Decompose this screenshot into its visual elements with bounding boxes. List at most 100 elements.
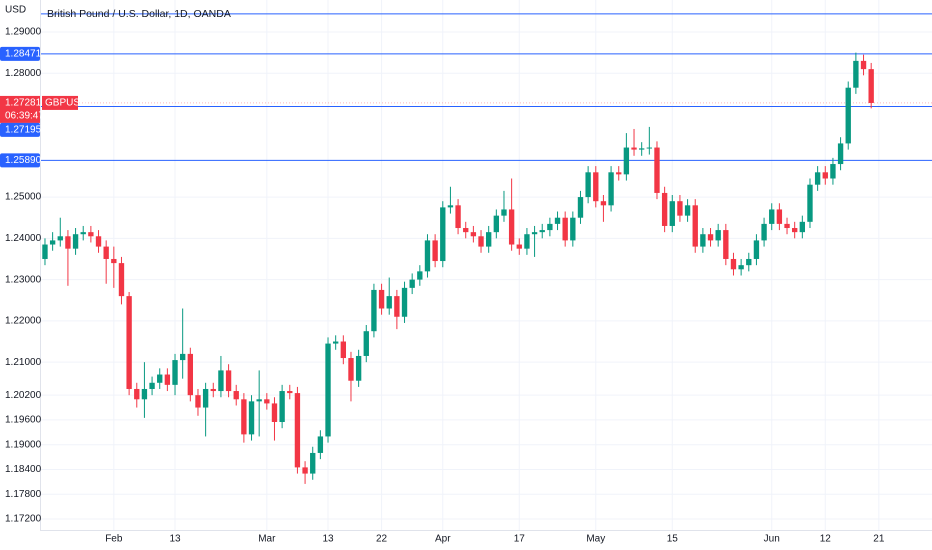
- level-box: [0, 122, 40, 137]
- candle-body: [761, 223, 767, 241]
- x-tick-label: May: [586, 534, 605, 545]
- candle-body: [814, 172, 821, 185]
- candle-body: [784, 223, 790, 229]
- countdown: 06:39:47: [5, 111, 44, 122]
- candle-body: [539, 230, 545, 233]
- x-tick-label: 12: [820, 534, 832, 545]
- level-label: 1.27195: [5, 125, 42, 136]
- candle-body: [134, 388, 140, 400]
- candle-body: [417, 271, 423, 280]
- candle-body: [225, 370, 232, 392]
- labels: 1.29000 1.28000 1.25000 1.24000 1.23000 1.220…: [0, 27, 885, 545]
- candle-body: [792, 228, 798, 233]
- level-label: 1.28471: [5, 48, 42, 59]
- candle-body: [463, 228, 469, 233]
- candle-body: [845, 87, 851, 144]
- candle-body: [593, 172, 599, 202]
- candle-body: [639, 148, 645, 150]
- candle-body: [822, 172, 828, 179]
- candle-body: [700, 234, 706, 247]
- y-tick-label: 1.24000: [5, 233, 42, 244]
- candle-body: [325, 343, 331, 437]
- candle-body: [348, 358, 354, 381]
- candle-body: [769, 209, 775, 224]
- x-tick-label: 13: [322, 534, 334, 545]
- y-tick-label: 1.25000: [5, 192, 42, 203]
- level-label: 1.25890: [5, 155, 42, 166]
- y-tick-label: 1.17200: [5, 514, 42, 525]
- candle-body: [202, 388, 209, 408]
- x-tick-label: Mar: [258, 534, 276, 545]
- y-tick-label: 1.22000: [5, 316, 42, 327]
- candle-body: [486, 232, 492, 247]
- candle-body: [394, 296, 400, 317]
- candle-body: [623, 147, 630, 175]
- candle-body: [746, 258, 752, 266]
- candle-body: [562, 217, 568, 241]
- candle-body: [508, 209, 515, 245]
- candle-body: [455, 205, 461, 229]
- candle-body: [424, 240, 431, 272]
- candle-body: [677, 201, 683, 216]
- candle-body: [271, 403, 278, 422]
- candle-body: [776, 209, 783, 224]
- candle-body: [600, 201, 607, 206]
- candle-body: [317, 436, 324, 453]
- candle-body: [118, 263, 125, 297]
- candle-body: [608, 172, 614, 206]
- candle-body: [264, 399, 270, 404]
- candle-body: [554, 217, 561, 224]
- level-box: [0, 153, 40, 168]
- candle-body: [447, 205, 454, 208]
- candle-body: [172, 360, 178, 385]
- candle-body: [126, 296, 132, 389]
- x-tick-label: 15: [667, 534, 679, 545]
- candle-body: [294, 393, 301, 468]
- candle-body: [210, 388, 216, 392]
- x-tick-label: 13: [169, 534, 181, 545]
- y-tick-label: 1.29000: [5, 27, 42, 38]
- candle-body: [378, 289, 385, 309]
- candle-body: [432, 240, 438, 262]
- candle-body: [72, 234, 79, 249]
- candle-body: [669, 201, 675, 226]
- candle-body: [187, 353, 194, 396]
- candle-body: [707, 234, 714, 241]
- symbol-box: [42, 95, 78, 110]
- candle-body: [501, 209, 507, 216]
- candle-body: [478, 236, 484, 247]
- level-box: [0, 46, 40, 61]
- candle-body: [830, 164, 836, 179]
- candle-body: [363, 331, 369, 356]
- candle-body: [738, 265, 744, 270]
- candle-body: [103, 246, 109, 259]
- candle-body: [386, 296, 392, 309]
- candle-body: [692, 205, 698, 247]
- candle-body: [715, 230, 721, 241]
- candle-body: [88, 232, 94, 237]
- x-tick-label: Apr: [435, 534, 451, 545]
- candle-body: [49, 240, 56, 245]
- candle-body: [218, 370, 224, 392]
- candle-body: [853, 60, 859, 88]
- y-tick-label: 1.19000: [5, 439, 42, 450]
- candle-body: [332, 341, 339, 344]
- candle-body: [547, 223, 553, 231]
- candle-body: [723, 230, 729, 259]
- candle-body: [837, 143, 844, 165]
- candle-body: [654, 147, 660, 193]
- candle-body: [111, 258, 117, 264]
- candle-body: [371, 289, 377, 332]
- candle-body: [799, 221, 806, 233]
- candle-body: [860, 60, 867, 70]
- candle-body: [340, 341, 347, 359]
- candle-body: [287, 391, 293, 394]
- candle-body: [470, 232, 477, 237]
- y-tick-label: 1.23000: [5, 274, 42, 285]
- candle-body: [493, 215, 500, 233]
- candle-body: [179, 353, 186, 361]
- candle-body: [646, 147, 653, 149]
- candle-body: [57, 236, 63, 241]
- x-tick-label: Feb: [105, 534, 123, 545]
